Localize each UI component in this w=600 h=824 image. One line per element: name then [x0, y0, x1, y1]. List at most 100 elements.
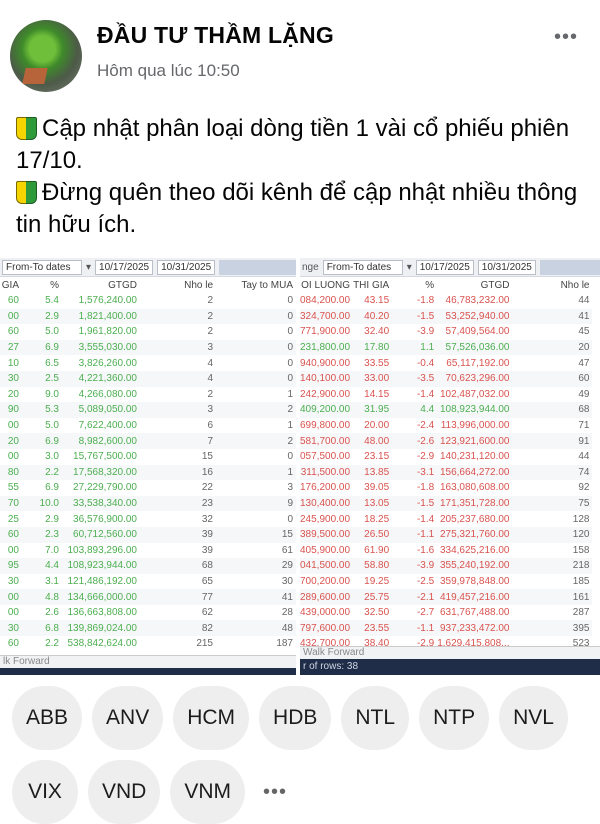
table-cell: 1 — [287, 388, 293, 400]
table-cell: 75 — [512, 495, 593, 512]
column-header: GTGD — [108, 279, 137, 291]
table-row: 231,800.00 17.80 1.1 57,526,036.00 20 — [300, 339, 593, 356]
table-cell: 218 — [512, 558, 593, 574]
table-cell: 23 — [140, 495, 216, 512]
table-cell: 3 — [287, 482, 293, 494]
avatar[interactable] — [10, 20, 82, 92]
table-row: 30 2.5 4,221,360.00 4 0 — [0, 370, 296, 387]
column-header: THI GIA — [353, 279, 390, 291]
table-cell: -3.5 — [392, 370, 438, 387]
table-cell: 61.90 — [364, 544, 390, 556]
more-options-icon[interactable]: ••• — [553, 26, 578, 48]
table-cell: 432,700.00 — [300, 638, 351, 650]
table-cell: 80 — [0, 464, 22, 481]
table-cell: 53,252,940.00 — [437, 308, 513, 325]
to-date: 10/31/2025 — [477, 259, 536, 275]
table-cell: 60 — [7, 326, 19, 338]
table-row: 27 6.9 3,555,030.00 3 0 — [0, 339, 296, 356]
stock-tag-chip[interactable]: NVL — [499, 686, 568, 750]
table-row: 797,600.00 23.55 -1.1 937,233,472.00 395 — [300, 620, 593, 637]
table-cell: -2.9 — [416, 638, 435, 650]
table-cell: 1 — [216, 464, 296, 481]
table-cell: 2.2 — [45, 638, 59, 650]
table-cell: 171,351,728.00 — [437, 495, 513, 512]
table-cell: 20 — [7, 388, 19, 400]
table-cell: 275,321,760.00 — [437, 526, 513, 543]
table-cell: 18.25 — [364, 513, 390, 525]
table-cell: 39 — [201, 544, 213, 556]
stock-tag-chip[interactable]: HDB — [259, 686, 332, 750]
range-select: From-To dates — [322, 259, 403, 275]
table-cell: 25 — [7, 513, 19, 525]
stock-tag-chip[interactable]: NTL — [341, 686, 410, 750]
table-cell: 7,622,400.00 — [78, 420, 137, 432]
table-cell: 130,400.00 — [300, 495, 354, 512]
table-cell: 55 — [7, 482, 19, 494]
author-name[interactable]: ĐẦU TƯ THẦM LẶNG — [97, 22, 334, 48]
table-cell: 287 — [572, 607, 590, 619]
status-bar: r of rows: 38 — [300, 659, 600, 675]
table-cell: 1,961,820.00 — [78, 326, 137, 338]
stock-tag-chip[interactable]: HCM — [173, 686, 250, 750]
table-cell: -1.8 — [416, 295, 435, 307]
table-cell: 389,500.00 — [300, 526, 354, 543]
column-header: % — [425, 279, 435, 291]
table-cell: 22 — [201, 482, 213, 494]
table-row: 176,200.00 39.05 -1.8 163,080,608.00 92 — [300, 480, 592, 496]
table-cell: 15,767,500.00 — [73, 451, 137, 463]
table-cell: 9 — [216, 495, 296, 512]
table-cell: 00 — [0, 308, 22, 325]
to-date: 10/31/2025 — [157, 259, 216, 275]
table-cell: 91 — [512, 433, 593, 449]
table-row: 60 2.2 538,842,624.00 215 187 — [0, 636, 296, 652]
table-cell: -2.5 — [416, 575, 435, 587]
table-cell: 523 — [572, 638, 590, 650]
column-header: % — [50, 279, 59, 291]
table-cell: 31.95 — [353, 402, 393, 418]
table-cell: 41 — [216, 589, 296, 605]
table-cell: 334,625,216.00 — [439, 544, 510, 556]
table-cell: 41 — [512, 308, 593, 325]
post-text: Cập nhật phân loại dòng tiền 1 vài cổ ph… — [16, 113, 596, 241]
stock-tag-chip[interactable]: NTP — [419, 686, 490, 750]
table-cell: 2.3 — [22, 526, 62, 543]
stock-tag-chip[interactable]: ANV — [92, 686, 164, 750]
column-header: OI LUONG — [301, 279, 351, 291]
stock-tag-chip[interactable]: ABB — [12, 686, 83, 750]
table-row: 60 5.0 1,961,820.00 2 0 — [0, 324, 296, 340]
stock-tag-chip[interactable]: VIX — [12, 760, 78, 824]
table-cell: 113,996,000.00 — [440, 420, 510, 432]
table-cell: 139,869,024.00 — [62, 620, 140, 637]
more-tags-icon[interactable]: ••• — [263, 780, 288, 803]
table-cell: 1 — [287, 420, 293, 432]
table-cell: 134,666,000.00 — [62, 589, 140, 605]
post-timestamp[interactable]: Hôm qua lúc 10:50 — [97, 61, 240, 80]
table-cell: 1,629,415,808... — [437, 638, 510, 650]
table-cell: 187 — [276, 638, 293, 650]
table-cell: 324,700.00 — [300, 308, 354, 325]
column-header: Nho le — [560, 279, 590, 291]
column-header: GTGD — [480, 279, 510, 291]
table-cell: 797,600.00 — [300, 620, 354, 637]
spreadsheet-image-left[interactable]: From-To dates ▾ 10/17/2025 10/31/2025 GI… — [0, 258, 296, 675]
table-row: 699,800.00 20.00 -2.4 113,996,000.00 71 — [300, 418, 592, 434]
table-cell: 3 — [140, 339, 216, 356]
spreadsheet-image-right[interactable]: nge From-To dates ▾ 10/17/2025 10/31/202… — [300, 258, 600, 675]
stock-tag-chip[interactable]: VND — [88, 760, 161, 824]
table-cell: 71 — [578, 420, 590, 432]
table-row: 057,500.00 23.15 -2.9 140,231,120.00 44 — [300, 449, 592, 465]
table-cell: 44 — [578, 451, 590, 463]
table-cell: 61 — [281, 544, 293, 556]
stock-tag-chip[interactable]: VNM — [170, 760, 246, 824]
range-prefix: nge — [302, 261, 319, 273]
table-cell: 32.50 — [364, 607, 390, 619]
table-cell: 48.00 — [353, 433, 393, 449]
table-cell: 10.0 — [22, 495, 62, 512]
beginner-leaf-icon — [16, 117, 37, 140]
table-cell: -1.1 — [392, 620, 438, 637]
table-cell: 23.15 — [364, 451, 390, 463]
table-cell: 215 — [196, 638, 213, 650]
table-cell: 158 — [572, 544, 590, 556]
table-cell: 8,982,600.00 — [62, 433, 140, 449]
table-cell: 47 — [578, 357, 590, 369]
